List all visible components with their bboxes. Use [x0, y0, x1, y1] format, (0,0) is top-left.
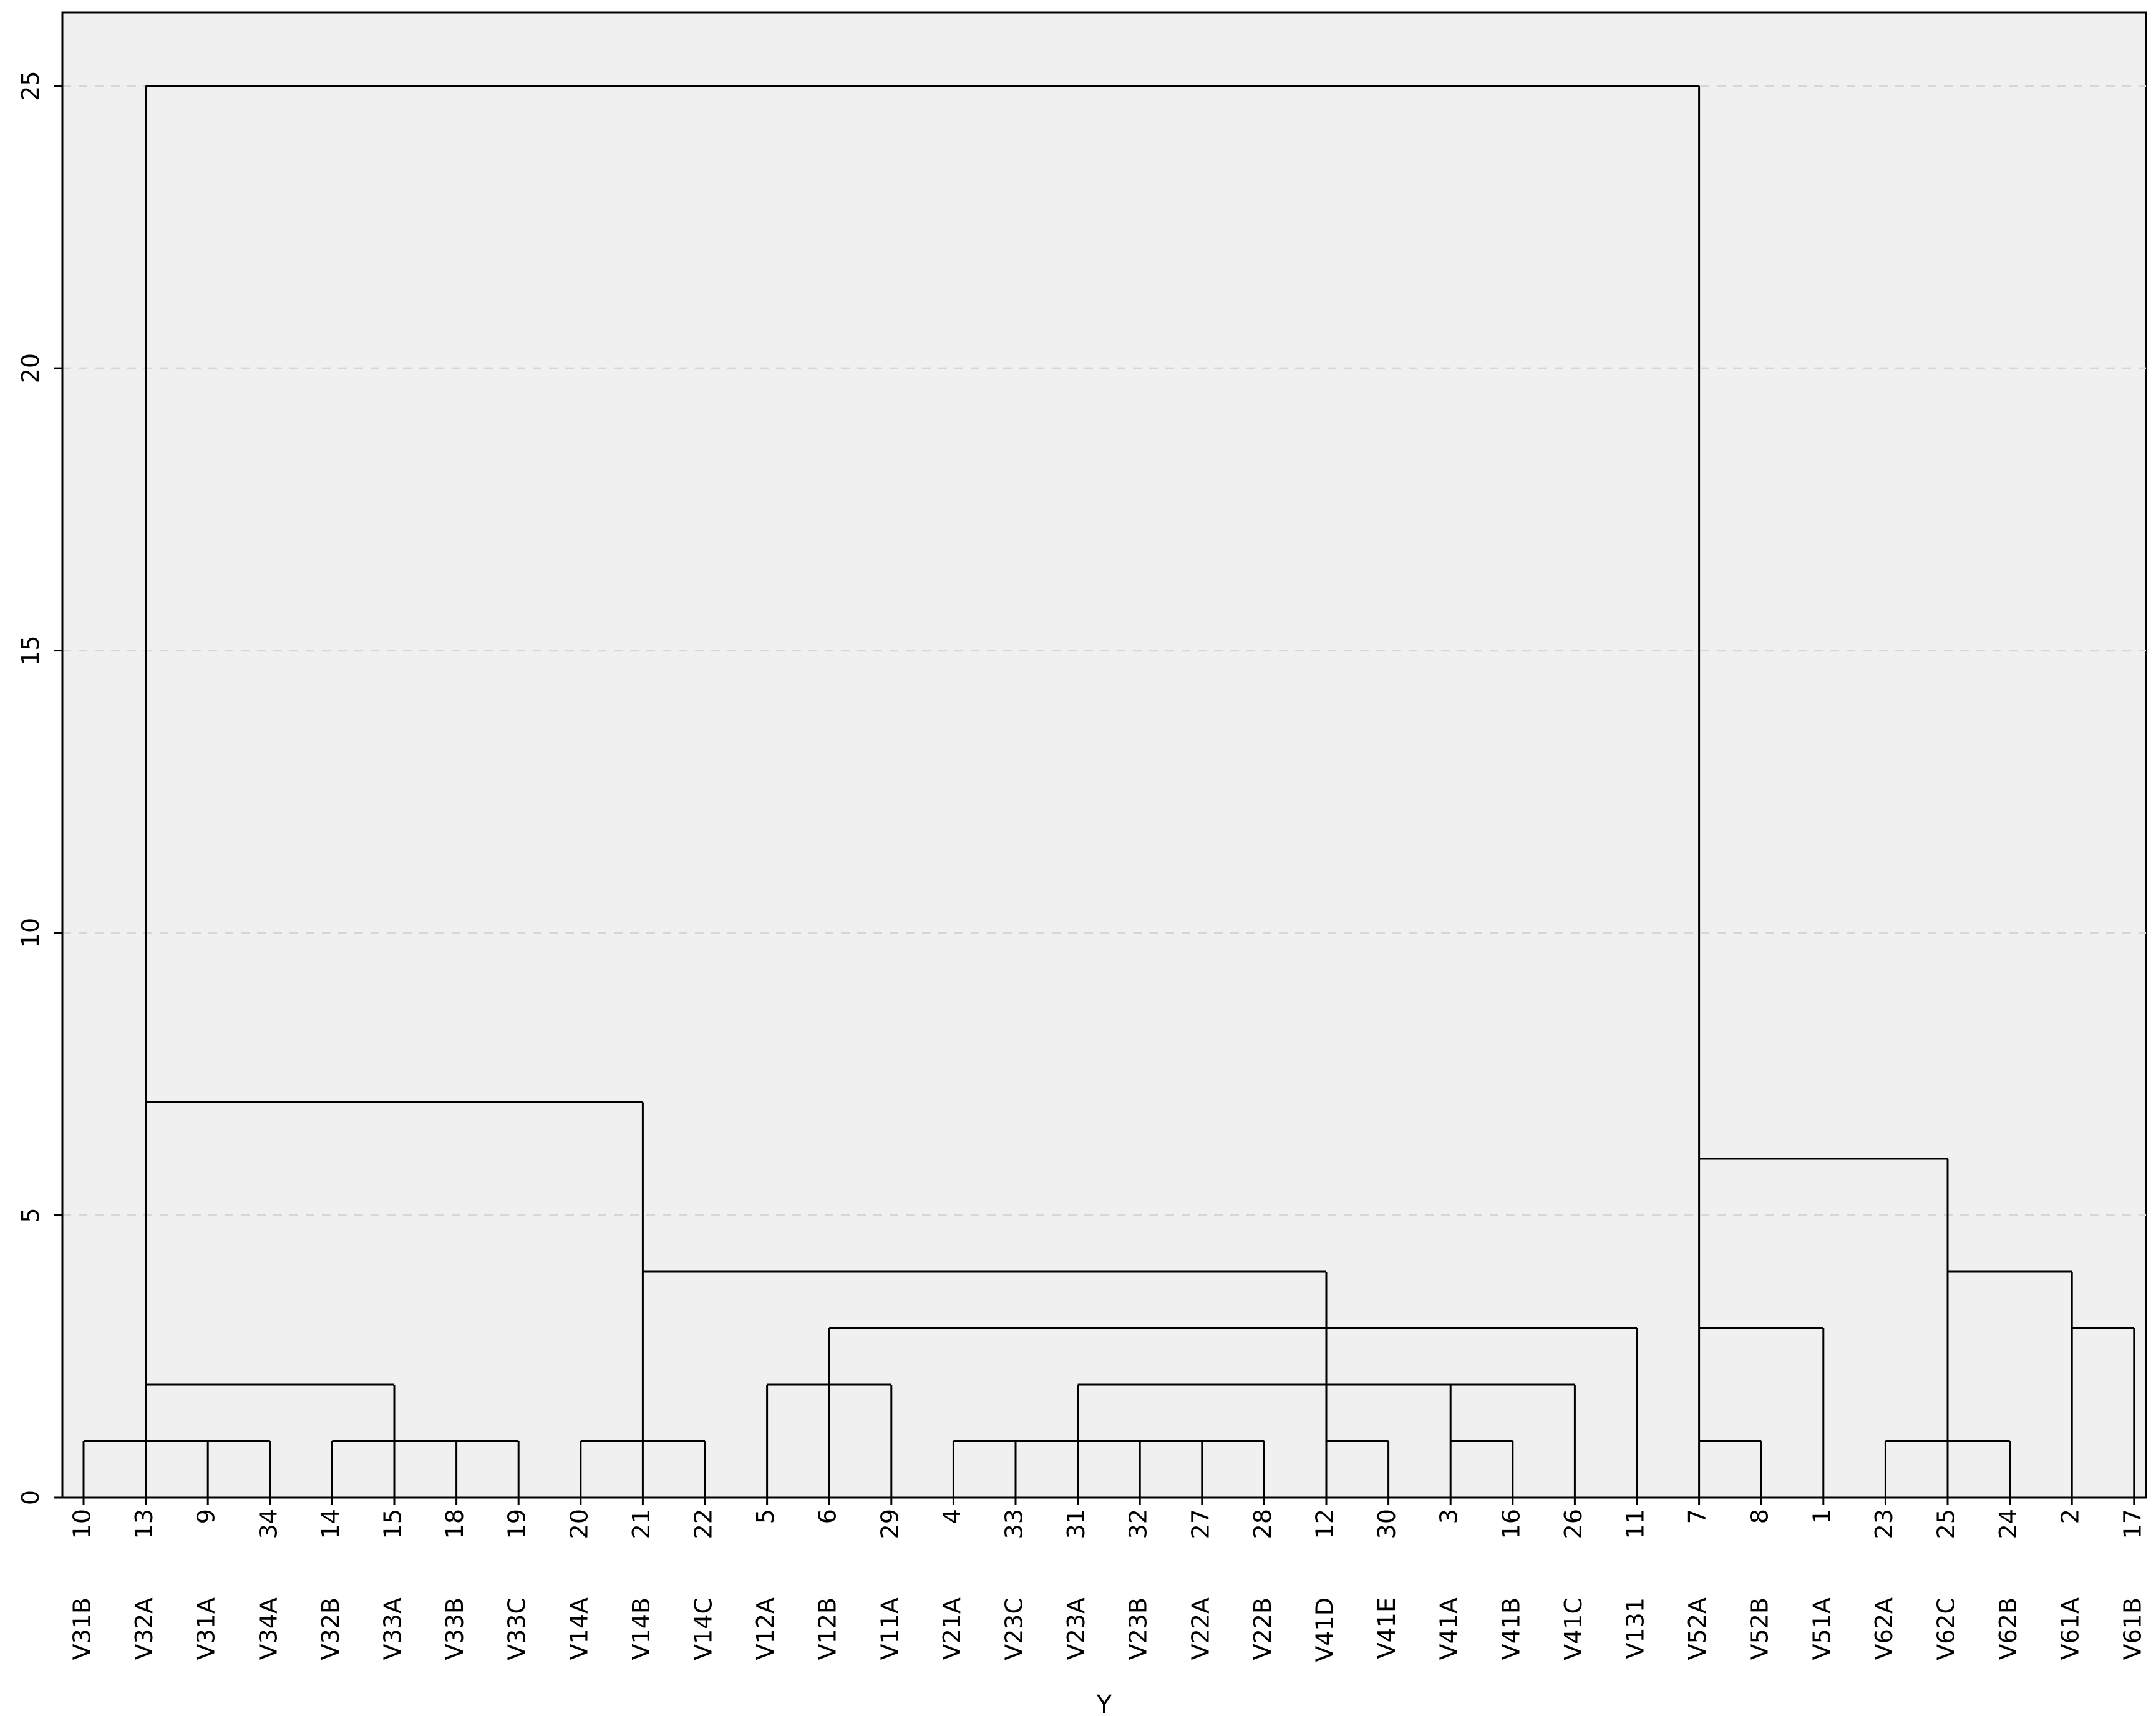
leaf-name-label: V32B	[317, 1597, 344, 1660]
leaf-name-label: V23B	[1125, 1597, 1152, 1660]
y-tick-label: 20	[17, 353, 44, 383]
leaf-id-label: 29	[876, 1509, 903, 1539]
leaf-id-label: 20	[565, 1509, 593, 1539]
leaf-id-label: 34	[255, 1509, 282, 1539]
leaf-name-label: V34A	[255, 1597, 282, 1660]
leaf-name-label: V12A	[752, 1597, 779, 1660]
leaf-id-label: 33	[1001, 1509, 1028, 1539]
leaf-name-label: V14A	[565, 1597, 593, 1660]
leaf-id-label: 5	[752, 1509, 779, 1524]
leaf-name-label: V41D	[1311, 1597, 1339, 1662]
y-tick-label: 5	[17, 1207, 44, 1222]
leaf-id-labels: 10 13 9 34 14 15 18 19 20 21 22 5 6 29 4 33 31 32 27 28 12 30…	[69, 1509, 2147, 1539]
y-tick-label: 15	[17, 635, 44, 665]
leaf-name-label: V41A	[1435, 1597, 1463, 1660]
leaf-id-label: 18	[441, 1509, 469, 1539]
leaf-name-label: V61B	[2119, 1597, 2146, 1660]
y-tick-label: 25	[17, 71, 44, 100]
leaf-name-label: V33A	[379, 1597, 407, 1660]
leaf-name-label: V41C	[1560, 1597, 1587, 1660]
leaf-name-label: V14C	[690, 1597, 717, 1660]
leaf-id-label: 2	[2057, 1509, 2084, 1524]
leaf-name-label: V12B	[814, 1597, 842, 1660]
leaf-id-label: 31	[1062, 1509, 1090, 1539]
leaf-name-label: V11A	[876, 1597, 903, 1660]
leaf-id-label: 11	[1622, 1509, 1649, 1539]
leaf-id-label: 30	[1373, 1509, 1401, 1539]
leaf-id-label: 19	[503, 1509, 531, 1539]
leaf-id-label: 10	[69, 1509, 96, 1539]
leaf-name-label: V22A	[1187, 1597, 1214, 1660]
leaf-id-label: 24	[1994, 1509, 2022, 1539]
y-tick-label: 0	[17, 1490, 44, 1505]
leaf-name-label: V52A	[1684, 1597, 1711, 1660]
leaf-id-label: 21	[628, 1509, 655, 1539]
leaf-id-label: 8	[1746, 1509, 1774, 1524]
leaf-id-label: 23	[1870, 1509, 1898, 1539]
leaf-name-label: V31B	[69, 1597, 96, 1660]
y-axis	[54, 12, 2146, 1505]
leaf-name-label: V61A	[2057, 1597, 2084, 1660]
leaf-name-label: V52B	[1746, 1597, 1774, 1660]
leaf-id-label: 32	[1125, 1509, 1152, 1539]
leaf-id-label: 15	[379, 1509, 407, 1539]
leaf-id-label: 27	[1187, 1509, 1214, 1539]
leaf-name-label: V33C	[503, 1597, 531, 1660]
dendrogram-links	[82, 85, 2135, 1498]
leaf-name-label: V14B	[628, 1597, 655, 1660]
leaf-id-label: 22	[690, 1509, 717, 1539]
leaf-name-label: V51A	[1808, 1597, 1835, 1660]
leaf-name-label: V62B	[1994, 1597, 2022, 1660]
leaf-id-label: 25	[1933, 1509, 1960, 1539]
leaf-id-label: 7	[1684, 1509, 1711, 1524]
leaf-id-label: 28	[1249, 1509, 1276, 1539]
y-tick-label: 10	[17, 918, 44, 948]
leaf-id-label: 14	[317, 1509, 344, 1539]
leaf-name-labels: V31B V32A V31A V34A V32B V33A V33B V33C V14A V14B…	[69, 1597, 2147, 1662]
leaf-name-label: V41E	[1373, 1597, 1401, 1659]
leaf-id-label: 9	[193, 1509, 220, 1524]
leaf-id-label: 13	[130, 1509, 158, 1539]
leaf-id-label: 3	[1435, 1509, 1463, 1524]
y-tick-labels: 0 5 10 15 20 25	[17, 71, 44, 1505]
leaf-name-label: V23A	[1062, 1597, 1090, 1660]
leaf-id-label: 4	[938, 1509, 966, 1524]
leaf-name-label: V23C	[1001, 1597, 1028, 1660]
leaf-name-label: V62A	[1870, 1597, 1898, 1660]
leaf-id-label: 26	[1560, 1509, 1587, 1539]
leaf-id-label: 6	[814, 1509, 842, 1524]
leaf-name-label: V21A	[938, 1597, 966, 1660]
leaf-name-label: V131	[1622, 1597, 1649, 1659]
leaf-name-label: V22B	[1249, 1597, 1276, 1660]
leaf-id-label: 17	[2119, 1509, 2146, 1539]
leaf-id-label: 1	[1808, 1509, 1835, 1524]
leaf-name-label: V62C	[1933, 1597, 1960, 1660]
x-axis-title: Y	[1096, 1690, 1112, 1716]
leaf-id-label: 12	[1311, 1509, 1339, 1539]
leaf-name-label: V31A	[193, 1597, 220, 1660]
plot-area	[61, 11, 2147, 1499]
leaf-id-label: 16	[1497, 1509, 1525, 1539]
leaf-name-label: V41B	[1497, 1597, 1525, 1660]
leaf-name-label: V32A	[130, 1597, 158, 1660]
leaf-name-label: V33B	[441, 1597, 469, 1660]
